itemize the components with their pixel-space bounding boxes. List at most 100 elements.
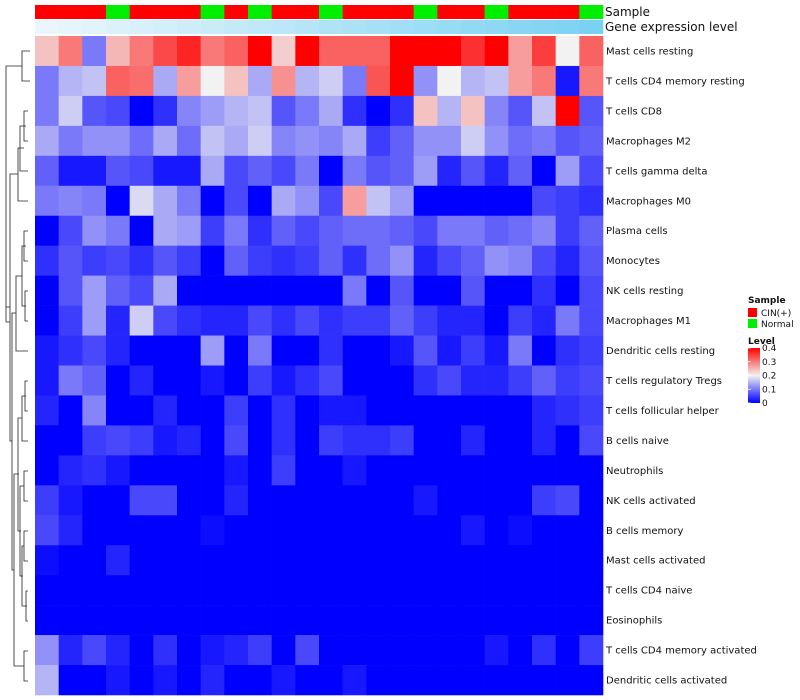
- sample-cell: [390, 5, 414, 19]
- heatmap-cell: [271, 575, 296, 606]
- gene-expression-cell: [555, 20, 580, 34]
- heatmap-cell: [484, 425, 509, 456]
- heatmap-cell: [437, 455, 462, 486]
- heatmap-cell: [319, 185, 343, 217]
- gene-expression-annotation-label: Gene expression level: [605, 20, 738, 34]
- heatmap-cell: [129, 275, 154, 306]
- sample-cell: [35, 5, 59, 19]
- row-label: T cells CD4 naive: [605, 586, 692, 597]
- heatmap-cell: [579, 245, 604, 276]
- heatmap-cell: [579, 95, 604, 127]
- heatmap-cell: [532, 575, 556, 606]
- heatmap-cell: [555, 65, 580, 97]
- heatmap-cell: [484, 605, 509, 636]
- heatmap-cell: [484, 395, 509, 426]
- heatmap-cell: [342, 215, 367, 246]
- heatmap-cell: [58, 575, 83, 606]
- heatmap-cell: [177, 365, 201, 396]
- heatmap-cell: [248, 335, 272, 366]
- legend-tick-label: 0.1: [762, 385, 776, 395]
- heatmap-cell: [177, 185, 201, 217]
- heatmap-cell: [295, 455, 320, 486]
- heatmap-cell: [271, 665, 296, 696]
- heatmap-cell: [484, 155, 509, 187]
- heatmap-cell: [437, 36, 462, 67]
- heatmap-cell: [295, 575, 320, 606]
- sample-cell: [342, 5, 367, 19]
- heatmap-cell: [413, 215, 438, 246]
- heatmap-cell: [579, 305, 604, 336]
- sample-cell: [579, 5, 604, 19]
- heatmap-cell: [461, 185, 485, 217]
- heatmap-cell: [532, 515, 556, 546]
- heatmap-cell: [177, 635, 201, 666]
- sample-cell: [200, 5, 225, 19]
- heatmap-cell: [129, 95, 154, 127]
- heatmap-cell: [390, 335, 414, 366]
- row-label: Dendritic cells activated: [606, 676, 727, 687]
- heatmap-cell: [484, 455, 509, 486]
- heatmap-cell: [532, 95, 556, 127]
- heatmap-cell: [461, 95, 485, 127]
- heatmap-cell: [58, 635, 83, 666]
- gene-expression-cell: [153, 20, 178, 34]
- heatmap-cell: [484, 485, 509, 516]
- heatmap-cell: [555, 515, 580, 546]
- heatmap-cell: [248, 95, 272, 127]
- heatmap-cell: [461, 215, 485, 246]
- heatmap-cell: [200, 365, 225, 396]
- heatmap-cell: [508, 515, 533, 546]
- heatmap-cell: [461, 605, 485, 636]
- heatmap-cell: [437, 545, 462, 576]
- heatmap-cell: [106, 665, 130, 696]
- heatmap-cell: [295, 395, 320, 426]
- heatmap-cell: [153, 665, 178, 696]
- heatmap-cell: [271, 365, 296, 396]
- heatmap-cell: [461, 155, 485, 187]
- heatmap-cell: [271, 395, 296, 426]
- heatmap-cell: [271, 605, 296, 636]
- heatmap-cell: [390, 36, 414, 67]
- heatmap-cell: [153, 185, 178, 217]
- heatmap-cell: [153, 245, 178, 276]
- heatmap-cell: [82, 515, 107, 546]
- heatmap-cell: [508, 545, 533, 576]
- row-label: T cells regulatory Tregs: [605, 376, 722, 387]
- heatmap-cell: [532, 155, 556, 187]
- heatmap-cell: [271, 305, 296, 336]
- heatmap-cell: [579, 215, 604, 246]
- gene-expression-cell: [224, 20, 249, 34]
- heatmap-cell: [129, 335, 154, 366]
- heatmap-cell: [248, 365, 272, 396]
- heatmap-cell: [177, 305, 201, 336]
- heatmap-cell: [413, 185, 438, 217]
- sample-annotation-label: Sample: [605, 5, 650, 19]
- heatmap-cell: [366, 365, 391, 396]
- heatmap-cell: [295, 515, 320, 546]
- heatmap-cell: [177, 455, 201, 486]
- heatmap-cell: [177, 575, 201, 606]
- row-label: Mast cells activated: [606, 556, 705, 567]
- heatmap-cell: [366, 455, 391, 486]
- heatmap-cell: [177, 36, 201, 67]
- heatmap-cell: [484, 36, 509, 67]
- heatmap-cell: [579, 635, 604, 666]
- legend-tick-label: 0.4: [762, 344, 777, 354]
- heatmap-cell: [129, 395, 154, 426]
- row-label: T cells CD4 memory activated: [605, 646, 757, 657]
- heatmap-cell: [390, 215, 414, 246]
- heatmap-cell: [129, 215, 154, 246]
- heatmap-cell: [248, 185, 272, 217]
- heatmap-cell: [106, 185, 130, 217]
- heatmap-cell: [555, 455, 580, 486]
- heatmap-cell: [106, 545, 130, 576]
- gene-expression-cell: [177, 20, 201, 34]
- heatmap-cell: [82, 65, 107, 97]
- heatmap-cell: [58, 65, 83, 97]
- heatmap-cell: [342, 365, 367, 396]
- heatmap-cell: [366, 605, 391, 636]
- heatmap-cell: [342, 575, 367, 606]
- heatmap-cell: [200, 245, 225, 276]
- row-label: Neutrophils: [606, 466, 663, 477]
- heatmap-cell: [555, 635, 580, 666]
